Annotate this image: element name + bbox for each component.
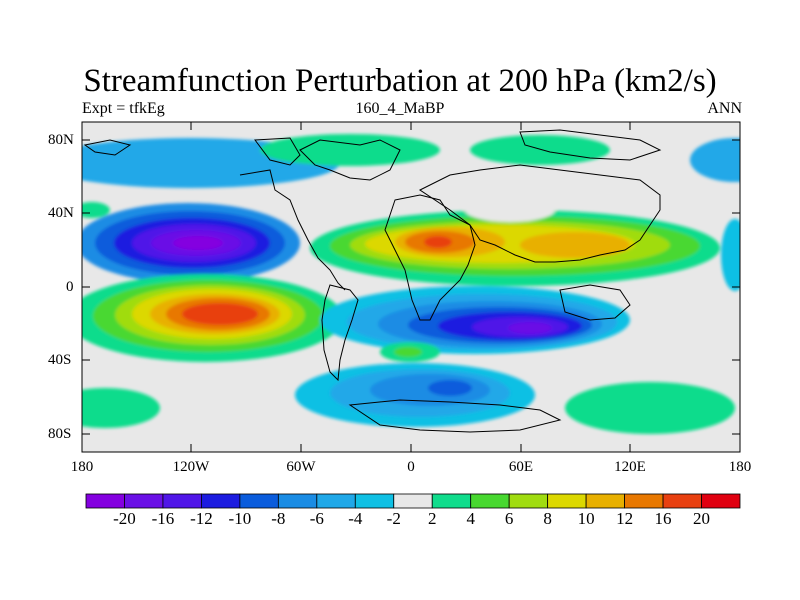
colorbar-swatch	[662, 493, 702, 509]
lon-label-180w: 180	[70, 459, 94, 475]
southern-ocean-positive	[565, 382, 735, 434]
colorbar-label: 20	[693, 509, 711, 528]
colorbar-label: 2	[427, 509, 437, 528]
colorbar-label: -20	[113, 509, 136, 528]
lon-label-180e: 180	[728, 459, 752, 475]
lon-label-120e: 120E	[614, 459, 646, 475]
experiment-label: Expt = tfkEg	[82, 100, 165, 117]
colorbar-swatch	[470, 493, 510, 509]
tick-marks	[82, 122, 740, 452]
case-label: 160_4_MaBP	[355, 100, 445, 117]
colorbar-swatch	[431, 493, 472, 509]
colorbar-label: -6	[309, 509, 324, 528]
contour-field	[82, 134, 740, 434]
colorbar-swatch	[124, 493, 164, 509]
colorbar-label: -2	[386, 509, 401, 528]
colorbar-swatch	[393, 493, 433, 509]
south-indian-low	[320, 286, 630, 354]
north-pacific-low	[82, 203, 300, 283]
colorbar-swatch	[624, 493, 664, 509]
coastlines	[83, 129, 662, 433]
south-pacific-high	[82, 274, 343, 362]
colorbar-swatch	[162, 493, 202, 509]
ridge-gap	[465, 198, 555, 222]
colorbar-label: 16	[654, 509, 672, 528]
colorbar	[85, 493, 741, 509]
plot-title: Streamfunction Perturbation at 200 hPa (…	[83, 63, 717, 99]
lat-label-40n: 40N	[48, 205, 74, 221]
colorbar-swatch	[239, 493, 279, 509]
colorbar-swatch	[277, 493, 318, 509]
colorbar-label: 8	[543, 509, 552, 528]
southern-ocean-low	[295, 363, 535, 427]
colorbar-swatch	[701, 493, 741, 509]
colorbar-label: 12	[616, 509, 634, 528]
pacific-small-positive	[82, 202, 110, 218]
colorbar-label: -10	[228, 509, 252, 528]
colorbar-label: -8	[271, 509, 286, 528]
colorbar-label: 4	[466, 509, 475, 528]
colorbar-swatch	[201, 493, 241, 509]
colorbar-swatch	[547, 493, 587, 509]
season-label: ANN	[707, 100, 742, 117]
east-edge-negative	[721, 219, 740, 291]
lat-label-40s: 40S	[48, 352, 72, 368]
colorbar-label: -12	[190, 509, 213, 528]
eurasia-high	[310, 210, 720, 286]
asia-north-positive	[470, 135, 610, 165]
lat-label-eq: 0	[66, 279, 74, 295]
lat-label-80s: 80S	[48, 426, 72, 442]
colorbar-label: 10	[577, 509, 595, 528]
colorbar-swatch	[354, 493, 395, 509]
lon-label-60e: 60E	[508, 459, 534, 475]
colorbar-swatch	[316, 493, 356, 509]
colorbar-label: 6	[504, 509, 514, 528]
southwest-positive	[82, 388, 160, 428]
lon-label-60w: 60W	[286, 459, 316, 475]
colorbar-swatch	[585, 493, 625, 509]
colorbar-swatch	[508, 493, 549, 509]
arctic-negative-east	[690, 138, 740, 182]
lon-label-0: 0	[407, 459, 415, 475]
colorbar-label: -16	[151, 509, 175, 528]
lat-label-80n: 80N	[48, 132, 74, 148]
atlantic-north-positive	[260, 134, 440, 166]
colorbar-label: -4	[348, 509, 363, 528]
colorbar-swatch	[85, 493, 125, 509]
lon-label-120w: 120W	[172, 459, 210, 475]
